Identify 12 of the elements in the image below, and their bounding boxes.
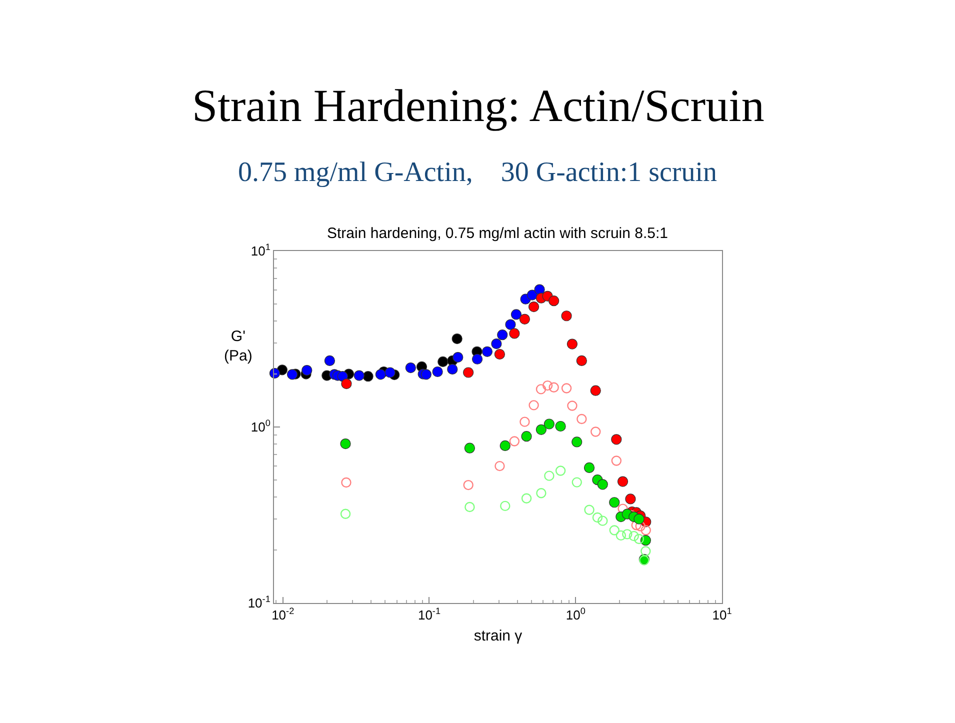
x-tick-label: 10$^{0}$ bbox=[566, 606, 586, 623]
y-tick-label: 10$^{-1}$ bbox=[248, 594, 270, 611]
x-tick-label: 10$^{-2}$ bbox=[272, 606, 294, 623]
x-tick-label: 10$^{1}$ bbox=[712, 606, 732, 623]
x-tick-label: 10$^{-1}$ bbox=[418, 606, 441, 623]
y-tick-label: 10$^{0}$ bbox=[250, 418, 270, 435]
y-tick-label: 10$^{1}$ bbox=[250, 242, 270, 259]
x-axis-title: strain γ bbox=[474, 628, 523, 645]
chart-title: Strain Hardening: Actin/Scruin bbox=[192, 80, 764, 131]
text: Strain hardening, 0.75 mg/ml actin with scruin 8.5:1 bbox=[327, 225, 668, 242]
chart-subtitle: 0.75 mg/ml G-Actin, 30 G-actin:1 scruin bbox=[238, 157, 718, 188]
y-axis-title: G' (Pa) bbox=[224, 328, 252, 364]
